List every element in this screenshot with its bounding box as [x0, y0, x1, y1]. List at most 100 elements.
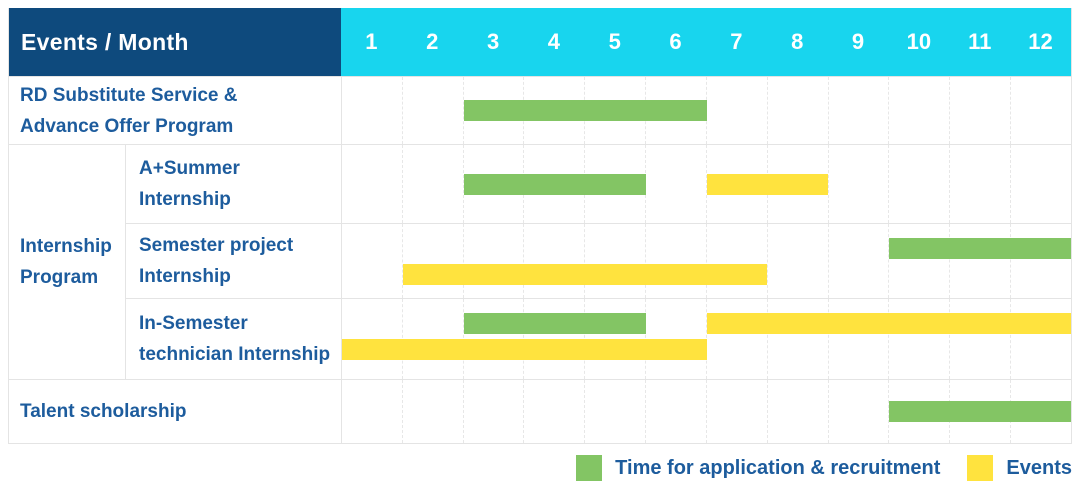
table-row: Semester project Internship	[125, 223, 1071, 298]
events-swatch-icon	[967, 455, 994, 481]
month-gridline	[1010, 77, 1071, 144]
month-gridline	[949, 77, 1010, 144]
month-gridline	[705, 224, 767, 298]
row-label-line: Talent scholarship	[20, 401, 187, 422]
month-gridline	[949, 145, 1010, 223]
table-row: In-Semester technician Internship	[125, 298, 1071, 379]
row-label-in-semester-technician: In-Semester technician Internship	[125, 299, 341, 379]
month-gridline	[401, 224, 463, 298]
table-row: RD Substitute Service & Advance Offer Pr…	[9, 76, 1071, 144]
gantt-table: Events / Month 1 2 3 4 5 6 7 8 9 10 11 12 RD Substi…	[8, 8, 1072, 444]
month-header-cell: 3	[486, 29, 500, 54]
month-gridline	[645, 224, 706, 298]
month-header-cell: 8	[791, 29, 804, 54]
month-gridline	[949, 224, 1010, 298]
event-period-bar	[706, 313, 1071, 334]
month-gridline	[888, 299, 949, 379]
month-gridline	[462, 77, 524, 144]
row-label-semester-project: Semester project Internship	[125, 224, 341, 298]
chart-row	[341, 380, 1071, 443]
month-gridline	[462, 380, 524, 443]
month-gridline	[645, 145, 706, 223]
application-swatch-icon	[576, 455, 603, 481]
row-label-line: Internship	[139, 266, 231, 287]
month-header-cell: 10	[906, 29, 932, 54]
table-header-row: Events / Month 1 2 3 4 5 6 7 8 9 10 11 12	[9, 8, 1071, 76]
month-gridline	[584, 224, 645, 298]
month-gridline	[827, 380, 889, 443]
month-gridline	[401, 380, 463, 443]
month-gridline	[827, 299, 889, 379]
month-gridline	[888, 145, 949, 223]
month-gridline	[705, 380, 767, 443]
event-period-bar	[706, 173, 828, 195]
month-gridline	[705, 299, 767, 379]
month-gridline	[949, 299, 1010, 379]
month-header-strip: 1 2 3 4 5 6 7 8 9 10 11 12	[341, 8, 1071, 76]
group-label-internship-program: Internship Program	[9, 145, 125, 379]
month-gridline	[827, 145, 889, 223]
month-gridline	[888, 224, 949, 298]
month-gridline	[766, 224, 828, 298]
row-label-a-summer: A+Summer Internship	[125, 145, 341, 223]
month-gridline	[705, 77, 767, 144]
month-gridline	[888, 77, 949, 144]
month-gridline	[342, 145, 402, 223]
row-label-line: Semester project	[139, 235, 294, 256]
month-gridline	[766, 77, 828, 144]
month-header-cell: 1	[365, 29, 378, 54]
group-label-line: Internship	[20, 236, 112, 257]
legend-item-application: Time for application & recruitment	[576, 455, 940, 481]
row-label-rd-substitute: RD Substitute Service & Advance Offer Pr…	[9, 77, 341, 144]
month-header-cell: 12	[1028, 29, 1053, 54]
chart-row	[341, 224, 1071, 298]
month-gridline	[584, 380, 645, 443]
month-header-cell: 6	[669, 29, 682, 54]
legend-label: Time for application & recruitment	[615, 456, 941, 479]
month-gridline	[766, 299, 828, 379]
month-header-cell: 7	[730, 29, 743, 54]
row-label-line: A+Summer	[139, 158, 240, 179]
month-header-cell: 9	[851, 29, 865, 54]
month-header-cell: 11	[968, 29, 992, 54]
event-period-bar	[402, 264, 768, 285]
month-header-cell: 4	[547, 29, 561, 54]
row-label-talent-scholarship: Talent scholarship	[9, 380, 341, 443]
internship-program-group: Internship Program A+Summer Internship S…	[9, 144, 1071, 379]
month-gridline	[462, 145, 524, 223]
month-gridline	[462, 224, 524, 298]
legend-item-events: Events	[967, 455, 1072, 481]
month-gridline	[342, 380, 402, 443]
month-gridline	[523, 224, 584, 298]
month-gridline	[342, 224, 402, 298]
application-period-bar	[888, 238, 1071, 259]
month-gridline	[1010, 224, 1071, 298]
chart-row	[341, 77, 1071, 144]
month-gridline	[401, 77, 463, 144]
legend: Time for application & recruitment Event…	[576, 455, 1072, 481]
group-rows: A+Summer Internship Semester project Int…	[125, 145, 1071, 379]
row-label-line: technician Internship	[139, 344, 331, 365]
table-row: A+Summer Internship	[125, 145, 1071, 223]
month-gridline	[1010, 145, 1071, 223]
group-label-line: Program	[20, 267, 99, 288]
events-month-header: Events / Month	[9, 8, 341, 76]
month-gridline	[342, 77, 402, 144]
month-header-cell: 5	[608, 29, 621, 54]
row-label-line: In-Semester	[139, 313, 248, 334]
legend-label: Events	[1006, 456, 1072, 479]
application-period-bar	[888, 401, 1071, 422]
month-gridline	[645, 380, 706, 443]
month-gridline	[766, 380, 828, 443]
event-period-bar	[342, 339, 707, 360]
chart-row	[341, 299, 1071, 379]
month-header-cell: 2	[426, 29, 439, 54]
row-label-line: RD Substitute Service &	[20, 84, 238, 106]
row-label-line: Advance Offer Program	[20, 115, 234, 137]
month-gridline	[401, 145, 463, 223]
month-gridline	[827, 224, 889, 298]
month-gridline	[1010, 299, 1071, 379]
row-label-line: Internship	[139, 189, 231, 210]
table-row: Talent scholarship	[9, 379, 1071, 443]
